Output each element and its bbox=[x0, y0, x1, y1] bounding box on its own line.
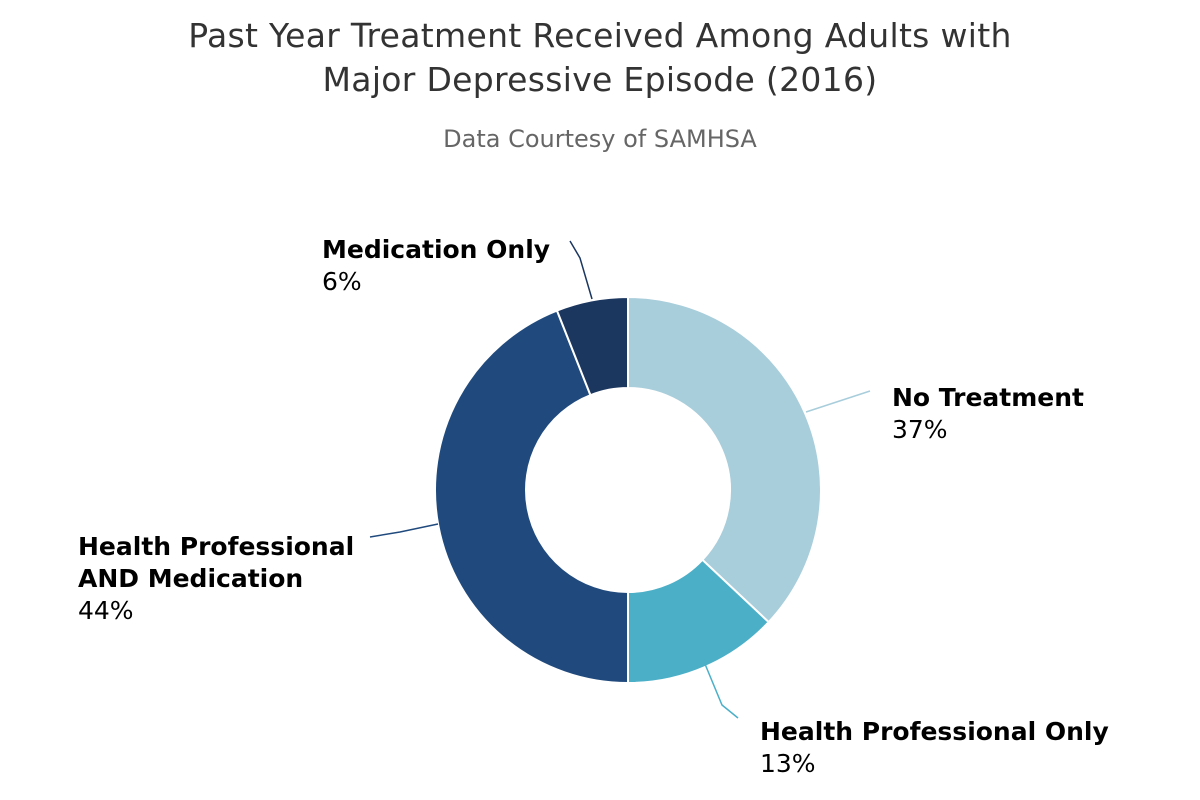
slice-health-professional-and-medication[interactable] bbox=[434, 309, 629, 685]
slice-name-medication-only-1: Medication Only bbox=[322, 235, 550, 264]
connector-medication-only bbox=[569, 240, 593, 300]
slice-medication-only[interactable] bbox=[555, 295, 629, 397]
slice-name-health-professional-only-1: Health Professional Only bbox=[760, 717, 1109, 746]
chart-title: Past Year Treatment Received Among Adult… bbox=[0, 14, 1200, 102]
slice-value-no-treatment: 37% bbox=[892, 415, 948, 444]
slice-name-health-professional-and-medication-2: AND Medication bbox=[78, 564, 303, 593]
chart-subtitle: Data Courtesy of SAMHSA bbox=[443, 125, 757, 153]
connector-health-professional-and-medication bbox=[369, 523, 439, 538]
slice-value-medication-only: 6% bbox=[322, 267, 362, 296]
data-label-medication-only: Medication Only 6% bbox=[322, 235, 550, 296]
data-label-health-professional-and-medication: Health Professional AND Medication 44% bbox=[78, 532, 354, 625]
slice-no-treatment[interactable] bbox=[627, 295, 822, 624]
chart-title-line-2: Major Depressive Episode (2016) bbox=[322, 60, 878, 99]
chart-title-line-1: Past Year Treatment Received Among Adult… bbox=[188, 16, 1012, 55]
connector-no-treatment bbox=[805, 390, 871, 413]
data-label-health-professional-only: Health Professional Only 13% bbox=[760, 717, 1109, 778]
slice-name-health-professional-and-medication-1: Health Professional bbox=[78, 532, 354, 561]
slice-name-no-treatment-1: No Treatment bbox=[892, 383, 1084, 412]
data-label-no-treatment: No Treatment 37% bbox=[892, 383, 1084, 444]
slice-value-health-professional-and-medication: 44% bbox=[78, 596, 134, 625]
connector-health-professional-only bbox=[704, 663, 739, 719]
slice-value-health-professional-only: 13% bbox=[760, 749, 816, 778]
